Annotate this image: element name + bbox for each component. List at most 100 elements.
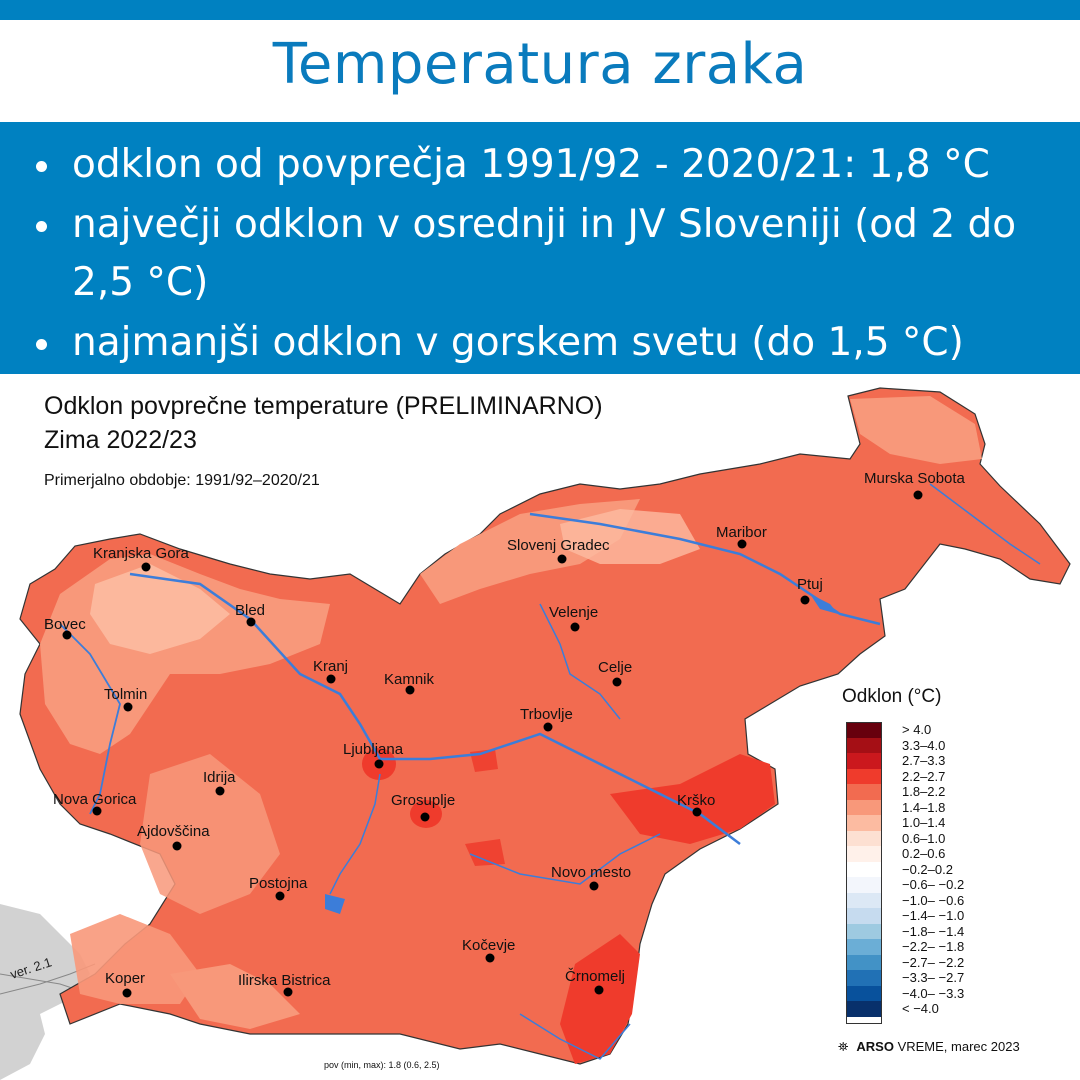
city-label: Postojna [249, 875, 308, 892]
city-marker: Novo mesto [551, 864, 631, 891]
legend-row: 1.8–2.2 [846, 784, 964, 800]
bullet-dot-icon [36, 161, 47, 172]
legend-row: < −4.0 [846, 1001, 964, 1017]
top-accent-bar [0, 0, 1080, 20]
legend-label: −3.3– −2.7 [902, 970, 965, 986]
legend-label: −1.8– −1.4 [902, 923, 965, 939]
city-label: Slovenj Gradec [507, 537, 610, 554]
legend-row: −1.0– −0.6 [846, 892, 965, 908]
city-label: Ptuj [797, 576, 823, 593]
legend: > 4.0 3.3–4.0 2.7–3.3 2.2–2.7 1.8–2.2 1.4–1.8… [846, 722, 964, 1017]
legend-row: 0.2–0.6 [846, 846, 964, 862]
city-dot-icon [485, 953, 495, 963]
lake-cerknica [325, 894, 345, 914]
legend-row: 1.4–1.8 [846, 799, 964, 815]
city-marker: Velenje [549, 604, 598, 632]
legend-label: 1.0–1.4 [902, 815, 946, 831]
city-marker: Kranj [313, 658, 348, 684]
city-dot-icon [800, 595, 810, 605]
legend-label: −1.0– −0.6 [902, 892, 965, 908]
city-marker: Trbovlje [520, 706, 573, 732]
city-dot-icon [141, 562, 151, 572]
legend-row: −2.7– −2.2 [846, 954, 964, 970]
savinja-river [539, 603, 621, 720]
city-label: Ljubljana [343, 741, 404, 758]
legend-label: −4.0– −3.3 [902, 985, 965, 1001]
city-marker: Tolmin [104, 686, 147, 712]
legend-swatch [846, 753, 882, 769]
city-marker: Celje [598, 659, 632, 687]
city-label: Koper [105, 970, 145, 987]
city-marker: Bled [235, 602, 265, 627]
city-marker: Ljubljana [343, 741, 404, 769]
city-label: Kočevje [462, 937, 515, 954]
legend-swatch [846, 892, 882, 908]
legend-title: Odklon (°C) [842, 686, 942, 707]
legend-label: −1.4– −1.0 [902, 908, 965, 924]
page-title: Temperatura zraka [272, 32, 808, 97]
city-dot-icon [405, 685, 415, 695]
legend-label: −2.2– −1.8 [902, 939, 965, 955]
legend-swatch [846, 908, 882, 924]
city-dot-icon [570, 622, 580, 632]
legend-row: 2.7–3.3 [846, 753, 964, 769]
legend-row: 0.6–1.0 [846, 830, 964, 846]
legend-row: −0.2–0.2 [846, 861, 964, 877]
legend-swatch [846, 1001, 882, 1017]
city-marker: Grosuplje [391, 792, 455, 822]
legend-row: −3.3– −2.7 [846, 970, 964, 986]
city-dot-icon [246, 617, 256, 627]
legend-label: 1.8–2.2 [902, 784, 946, 800]
dolenjska-warm-spot [465, 839, 505, 866]
legend-row: −0.6– −0.2 [846, 877, 964, 893]
prekmurje-zone [850, 396, 982, 464]
legend-row: 2.2–2.7 [846, 768, 964, 784]
city-dot-icon [737, 539, 747, 549]
city-label: Novo mesto [551, 864, 631, 881]
city-marker: Črnomelj [565, 968, 625, 995]
legend-row: 3.3–4.0 [846, 737, 964, 753]
city-dot-icon [589, 881, 599, 891]
bullet-item: odklon od povprečja 1991/92 - 2020/21: 1… [36, 136, 1040, 194]
city-marker: Idrija [203, 769, 236, 796]
arso-logo-icon: ⛯ [838, 1039, 849, 1054]
city-label: Velenje [549, 604, 598, 621]
inner-carniola-zone [140, 754, 280, 914]
bullet-item: najmanjši odklon v gorskem svetu (do 1,5… [36, 314, 1040, 372]
legend-label: −0.2–0.2 [902, 861, 953, 877]
city-label: Celje [598, 659, 632, 676]
legend-label: < −4.0 [902, 1001, 939, 1017]
city-dot-icon [420, 812, 430, 822]
city-label: Kamnik [384, 671, 435, 688]
legend-label: 2.7–3.3 [902, 753, 946, 769]
city-marker: Kranjska Gora [93, 545, 190, 572]
city-dot-icon [374, 759, 384, 769]
city-label: Bovec [44, 616, 86, 633]
city-label: Tolmin [104, 686, 147, 703]
bullet-text: odklon od povprečja 1991/92 - 2020/21: 1… [72, 142, 990, 187]
city-label: Maribor [716, 524, 767, 541]
crnomelj-warm-zone [560, 934, 640, 1064]
legend-label: 0.6–1.0 [902, 830, 946, 846]
legend-swatch [846, 722, 882, 738]
kolpa-river [519, 1013, 631, 1060]
city-marker: Ptuj [797, 576, 823, 605]
city-dot-icon [543, 722, 553, 732]
city-dot-icon [326, 674, 336, 684]
city-label: Bled [235, 602, 265, 619]
legend-row: −2.2– −1.8 [846, 939, 964, 955]
city-marker: Kamnik [384, 671, 435, 695]
legend-swatch [846, 815, 882, 831]
city-label: Ajdovščina [137, 823, 210, 840]
soca-river [59, 623, 121, 815]
city-dot-icon [557, 554, 567, 564]
city-marker: Ilirska Bistrica [238, 972, 331, 997]
snowy-peak-zone [170, 964, 300, 1029]
legend-label: −0.6– −0.2 [902, 877, 965, 893]
city-dot-icon [612, 677, 622, 687]
legend-row: −1.8– −1.4 [846, 923, 965, 939]
legend-label: 0.2–0.6 [902, 846, 946, 862]
city-dot-icon [172, 841, 182, 851]
city-marker: Koper [105, 970, 145, 998]
city-dot-icon [122, 988, 132, 998]
